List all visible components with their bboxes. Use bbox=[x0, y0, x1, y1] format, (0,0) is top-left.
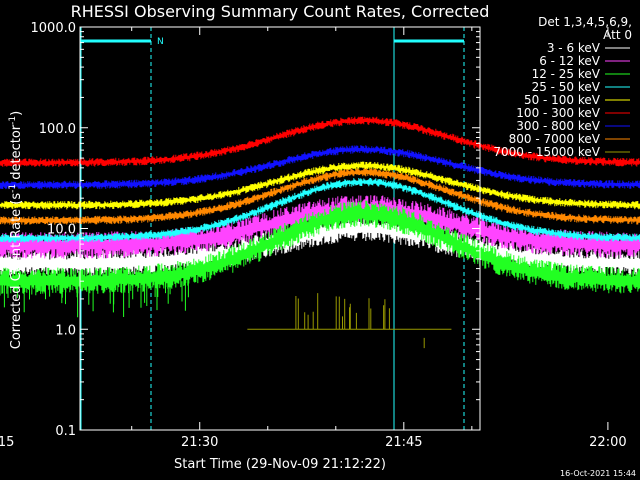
y-axis-label-sup1: -1 bbox=[8, 184, 18, 193]
chart-title: RHESSI Observing Summary Count Rates, Co… bbox=[71, 2, 490, 21]
legend-label: 3 - 6 keV bbox=[547, 41, 601, 55]
y-tick-label: 1000.0 bbox=[31, 21, 77, 36]
series-trace bbox=[0, 116, 640, 167]
series-12-25keV bbox=[0, 200, 640, 318]
series-trace bbox=[0, 195, 640, 259]
legend-label: 300 - 800 keV bbox=[516, 119, 600, 133]
y-axis-label-sup2: -1 bbox=[8, 116, 18, 125]
y-axis-label: Corrected Count Rate (s-1 detector-1) bbox=[8, 111, 24, 349]
x-tick-label: 22:00 bbox=[589, 435, 626, 450]
x-tick-label: 21:45 bbox=[385, 435, 422, 450]
legend-label: 50 - 100 keV bbox=[524, 93, 601, 107]
legend-label: 7000 - 15000 keV bbox=[493, 145, 600, 159]
legend-label: 800 - 7000 keV bbox=[509, 132, 601, 146]
series-trace bbox=[0, 200, 640, 295]
x-tick-label: 21:15 bbox=[0, 435, 14, 450]
legend-label: 25 - 50 keV bbox=[532, 80, 601, 94]
y-tick-label: 0.1 bbox=[55, 424, 76, 439]
series-layer bbox=[0, 116, 640, 318]
x-tick-label: 21:30 bbox=[181, 435, 218, 450]
series-25-50keV bbox=[0, 178, 640, 243]
legend-label: 12 - 25 keV bbox=[532, 67, 601, 81]
series-6-12keV bbox=[0, 195, 640, 259]
series-trace bbox=[0, 145, 640, 190]
series-trace bbox=[0, 161, 640, 210]
series-100-300keV bbox=[0, 116, 640, 167]
y-tick-label: 10.0 bbox=[47, 223, 76, 238]
series-50-100keV bbox=[0, 161, 640, 210]
y-axis-label-main: Corrected Count Rate (s bbox=[9, 193, 24, 350]
y-axis: 1000.0 100.0 10.0 1.0 0.1 bbox=[31, 21, 480, 439]
series-trace bbox=[0, 168, 640, 225]
night-marker: N bbox=[157, 37, 164, 47]
y-tick-label: 100.0 bbox=[39, 122, 76, 137]
series-800-7000keV bbox=[0, 168, 640, 225]
series-spikes bbox=[0, 281, 189, 318]
footer-date: 16-Oct-2021 15:44 bbox=[560, 469, 636, 478]
attenuator-marks bbox=[247, 293, 452, 349]
legend-label: 6 - 12 keV bbox=[539, 54, 601, 68]
legend-header-1: Det 1,3,4,5,6,9, bbox=[538, 15, 632, 29]
y-tick-label: 1.0 bbox=[55, 323, 76, 338]
series-trace bbox=[0, 178, 640, 243]
legend-label: 100 - 300 keV bbox=[516, 106, 600, 120]
x-axis-label: Start Time (29-Nov-09 21:12:22) bbox=[174, 457, 386, 472]
legend-header-2: Att 0 bbox=[603, 28, 632, 42]
y-axis-label-mid: detector bbox=[9, 124, 24, 184]
series-300-800keV bbox=[0, 145, 640, 190]
y-axis-label-end: ) bbox=[9, 111, 24, 116]
olive-spikes bbox=[295, 293, 425, 349]
